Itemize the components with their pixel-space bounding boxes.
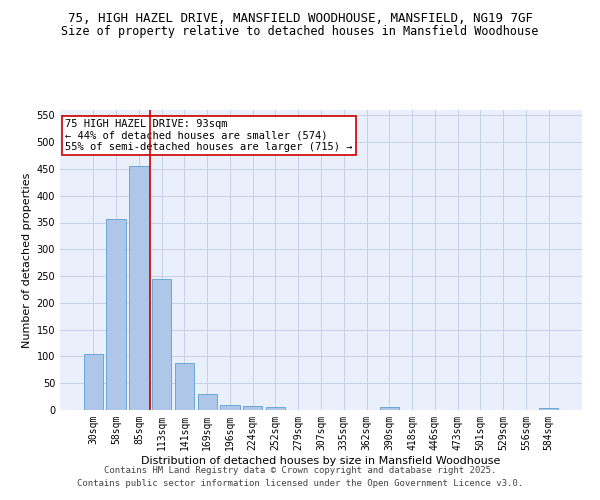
Y-axis label: Number of detached properties: Number of detached properties [22,172,32,348]
Text: Size of property relative to detached houses in Mansfield Woodhouse: Size of property relative to detached ho… [61,25,539,38]
Bar [243,406,262,410]
Bar [380,408,399,410]
Bar [84,354,103,410]
Bar [539,408,558,410]
Bar [129,166,149,410]
Bar [197,394,217,410]
Bar [152,279,172,410]
Text: 75, HIGH HAZEL DRIVE, MANSFIELD WOODHOUSE, MANSFIELD, NG19 7GF: 75, HIGH HAZEL DRIVE, MANSFIELD WOODHOUS… [67,12,533,26]
Bar [266,408,285,410]
Bar [106,219,126,410]
Bar [175,363,194,410]
Text: Contains HM Land Registry data © Crown copyright and database right 2025.
Contai: Contains HM Land Registry data © Crown c… [77,466,523,487]
Text: 75 HIGH HAZEL DRIVE: 93sqm
← 44% of detached houses are smaller (574)
55% of sem: 75 HIGH HAZEL DRIVE: 93sqm ← 44% of deta… [65,119,353,152]
Bar [220,404,239,410]
X-axis label: Distribution of detached houses by size in Mansfield Woodhouse: Distribution of detached houses by size … [142,456,500,466]
